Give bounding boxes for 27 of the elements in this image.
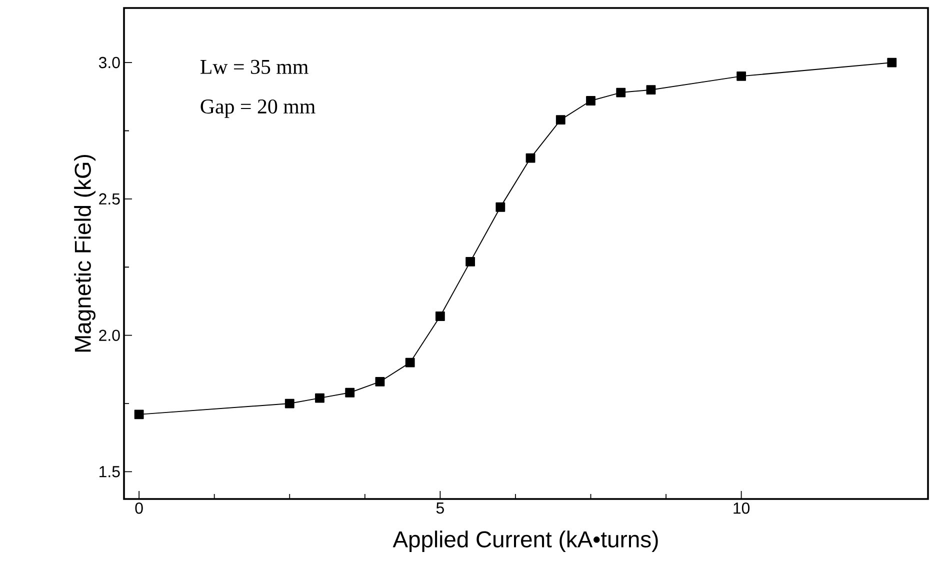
point <box>496 202 506 212</box>
point <box>526 153 536 163</box>
point <box>466 256 475 266</box>
point <box>284 398 294 408</box>
point <box>736 71 746 81</box>
y-tick-label: 3.0 <box>98 56 120 68</box>
point <box>345 388 355 398</box>
point <box>586 96 596 106</box>
point <box>646 85 656 95</box>
point <box>134 410 144 420</box>
x-tick-label: 5 <box>436 502 444 514</box>
y-tick-label: 2.0 <box>99 330 120 341</box>
x-tick-label: 0 <box>135 502 143 514</box>
annotation: Lw = 35 mm <box>200 60 308 74</box>
point <box>616 88 626 98</box>
point <box>556 115 566 125</box>
y-tick-label: 2.5 <box>99 193 120 205</box>
annotation: Gap = 20 mm <box>200 99 316 118</box>
x-axis-title: Applied Current (kA•turns) <box>392 530 658 552</box>
point <box>315 393 324 403</box>
point <box>375 377 385 386</box>
point <box>405 358 415 368</box>
point <box>887 58 897 68</box>
y-axis-title: Magnetic Field (kG) <box>74 154 96 352</box>
y-tick-label: 1.5 <box>100 466 120 478</box>
point <box>435 312 445 321</box>
x-tick-label: 10 <box>734 502 750 514</box>
